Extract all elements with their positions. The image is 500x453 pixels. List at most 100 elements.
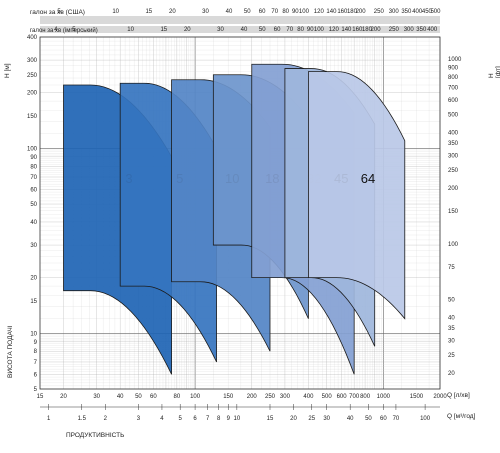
imp-gpm-tick-label: 180 bbox=[362, 27, 373, 33]
imp-gpm-tick-label: 70 bbox=[286, 27, 293, 33]
x-axis-title-m3h: Q [м³/год] bbox=[447, 413, 476, 420]
m3h-tick-label: 5 bbox=[179, 416, 183, 422]
imp-gpm-tick-label: 50 bbox=[259, 27, 266, 33]
m3h-tick-label: 8 bbox=[217, 416, 221, 422]
y-tick-label: 7 bbox=[34, 360, 38, 366]
y-tick-label: 60 bbox=[30, 187, 37, 193]
x-tick-label: 200 bbox=[247, 394, 258, 400]
x-tick-label: 50 bbox=[135, 394, 142, 400]
us-gpm-tick-label: 70 bbox=[271, 9, 278, 15]
y-tick-label: 400 bbox=[27, 35, 38, 41]
imp-gpm-tick-label: 250 bbox=[389, 27, 400, 33]
y-right-tick-label: 75 bbox=[448, 265, 455, 271]
imp-gpm-tick-label: 140 bbox=[341, 27, 352, 33]
x-tick-label: 150 bbox=[223, 394, 234, 400]
x-tick-label: 600 bbox=[337, 394, 348, 400]
us-gpm-tick-label: 80 bbox=[282, 9, 289, 15]
y-axis-title-ft: H [фт] bbox=[488, 66, 500, 78]
us-gpm-tick-label: 120 bbox=[314, 9, 325, 15]
y-right-tick-label: 900 bbox=[448, 65, 459, 71]
x-tick-label: 30 bbox=[93, 394, 100, 400]
imp-gpm-tick-label: 120 bbox=[329, 27, 340, 33]
m3h-tick-label: 10 bbox=[234, 416, 241, 422]
m3h-tick-label: 60 bbox=[380, 416, 387, 422]
y-tick-label: 8 bbox=[34, 349, 38, 355]
m3h-tick-label: 2 bbox=[104, 416, 108, 422]
us-gpm-tick-label: 90 bbox=[292, 9, 299, 15]
x-tick-label: 15 bbox=[37, 394, 44, 400]
us-gpm-tick-label: 500 bbox=[430, 9, 441, 15]
plot-frame bbox=[39, 36, 441, 390]
us-gpm-tick-label: 50 bbox=[244, 9, 251, 15]
imp-gpm-tick-label: 80 bbox=[297, 27, 304, 33]
x-side-label: ПРОДУКТИВНІСТЬ bbox=[66, 432, 125, 439]
us-gpm-tick-label: 180 bbox=[347, 9, 358, 15]
m3h-tick-label: 50 bbox=[365, 416, 372, 422]
pump-envelope-64 bbox=[308, 71, 406, 320]
y-tick-label: 80 bbox=[30, 164, 37, 170]
y-right-tick-label: 800 bbox=[448, 75, 459, 81]
imp-gpm-tick-label: 160 bbox=[352, 27, 363, 33]
y-right-tick-label: 30 bbox=[448, 339, 455, 345]
y-axis-title-m: H [м] bbox=[4, 63, 11, 78]
us-gpm-band bbox=[40, 16, 440, 24]
y-right-tick-label: 700 bbox=[448, 85, 459, 91]
us-gpm-tick-label: 450 bbox=[422, 9, 433, 15]
y-right-tick-label: 1000 bbox=[448, 57, 462, 63]
imp-gpm-tick-label: 20 bbox=[184, 27, 191, 33]
y-tick-label: 50 bbox=[30, 202, 37, 208]
imp-gpm-band bbox=[40, 26, 440, 33]
y-right-tick-label: 100 bbox=[448, 242, 459, 248]
us-gpm-tick-label: 20 bbox=[169, 9, 176, 15]
imp-gpm-tick-label: 350 bbox=[416, 27, 427, 33]
x-tick-label: 20 bbox=[60, 394, 67, 400]
x-tick-label: 60 bbox=[150, 394, 157, 400]
m3h-tick-label: 25 bbox=[308, 416, 315, 422]
y-tick-label: 300 bbox=[27, 58, 38, 64]
us-gpm-tick-label: 400 bbox=[412, 9, 423, 15]
imp-gpm-tick-label: 300 bbox=[404, 27, 415, 33]
imp-gpm-tick-label: 200 bbox=[371, 27, 382, 33]
x-tick-label: 80 bbox=[174, 394, 181, 400]
imp-gpm-tick-label: 15 bbox=[160, 27, 167, 33]
y-right-tick-label: 20 bbox=[448, 371, 455, 377]
m3h-tick-label: 20 bbox=[290, 416, 297, 422]
y-tick-label: 250 bbox=[27, 73, 38, 79]
m3h-tick-label: 1 bbox=[47, 416, 51, 422]
y-right-tick-label: 350 bbox=[448, 141, 459, 147]
y-side-label: ВИСОТА ПОДАЧІ bbox=[7, 325, 14, 378]
m3h-tick-label: 40 bbox=[347, 416, 354, 422]
y-right-tick-label: 50 bbox=[448, 297, 455, 303]
y-right-tick-label: 25 bbox=[448, 353, 455, 359]
us-gpm-tick-label: 350 bbox=[401, 9, 412, 15]
x-tick-label: 300 bbox=[280, 394, 291, 400]
m3h-tick-label: 9 bbox=[227, 416, 231, 422]
imp-gpm-tick-label: 60 bbox=[274, 27, 281, 33]
imp-gpm-tick-label: 90 bbox=[307, 27, 314, 33]
y-right-tick-label: 250 bbox=[448, 168, 459, 174]
x-tick-label: 500 bbox=[322, 394, 333, 400]
y-right-tick-label: 150 bbox=[448, 209, 459, 215]
x-tick-label: 700 bbox=[349, 394, 360, 400]
us-gpm-tick-label: 60 bbox=[259, 9, 266, 15]
y-tick-label: 150 bbox=[27, 114, 38, 120]
y-right-tick-label: 300 bbox=[448, 154, 459, 160]
us-gpm-tick-label: 40 bbox=[226, 9, 233, 15]
us-gpm-tick-label: 30 bbox=[202, 9, 209, 15]
y-tick-label: 40 bbox=[30, 220, 37, 226]
y-right-tick-label: 500 bbox=[448, 113, 459, 119]
pump-label-64: 64 bbox=[361, 171, 375, 186]
us-gpm-tick-label: 200 bbox=[356, 9, 367, 15]
imp-gpm-tick-label: 100 bbox=[314, 27, 325, 33]
y-tick-label: 200 bbox=[27, 91, 38, 97]
m3h-tick-label: 1.5 bbox=[78, 416, 87, 422]
imp-gpm-tick-label: 30 bbox=[217, 27, 224, 33]
us-gpm-tick-label: 160 bbox=[337, 9, 348, 15]
y-right-tick-label: 400 bbox=[448, 130, 459, 136]
imp-gpm-tick-label: 400 bbox=[427, 27, 438, 33]
m3h-tick-label: 4 bbox=[160, 416, 164, 422]
y-tick-label: 15 bbox=[30, 299, 37, 305]
imp-gpm-tick-label: 5 bbox=[72, 27, 76, 33]
y-tick-label: 10 bbox=[30, 331, 37, 337]
